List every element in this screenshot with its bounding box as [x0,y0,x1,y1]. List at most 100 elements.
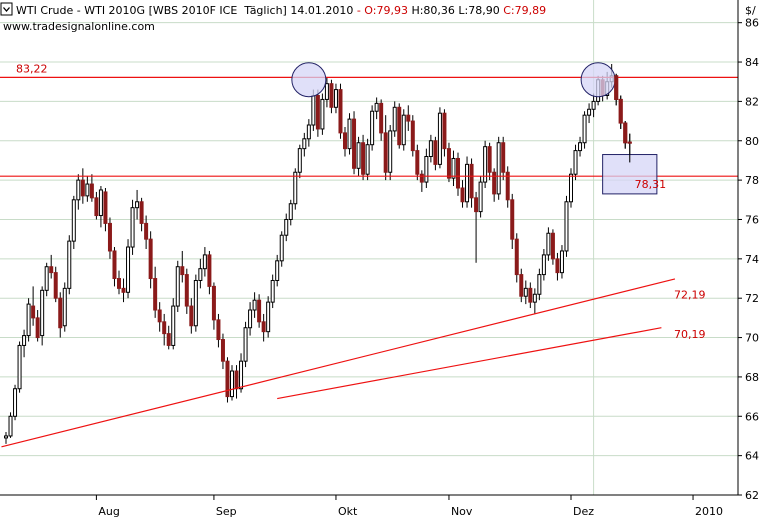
candle [442,109,447,157]
candle-body-up [71,199,76,242]
candle-body-up [270,279,275,303]
candle [166,325,171,350]
y-tick-label: 66 [745,410,759,423]
candle [419,170,424,192]
candle [230,365,234,401]
candle [189,298,194,334]
candle [220,333,225,370]
trendline [277,327,662,400]
candle [415,144,420,181]
x-tick-label: Okt [338,505,358,518]
x-tick-label: 2010 [695,505,723,518]
candle [171,298,176,350]
candle [379,99,384,141]
candle [4,432,8,444]
candle-body-up [311,94,316,126]
candle [356,136,361,177]
candle-body-down [397,106,402,146]
candle [239,353,244,393]
candle-body-down [550,232,555,260]
candle [383,115,388,181]
candle [162,313,167,346]
candle-body-down [139,201,144,224]
candle-body-up [67,240,72,289]
candle [53,266,58,303]
candle [338,83,343,139]
candle [76,174,81,210]
candle-body-up [546,232,551,256]
candle-body-overlay [618,98,623,124]
candle [107,217,112,259]
candle [202,247,207,277]
candle [8,412,13,438]
candle [144,215,149,249]
candle [270,274,275,309]
candle [446,142,451,183]
candle-body-up [578,142,583,152]
candle-body-down [103,191,108,224]
candle-body-up [356,142,361,169]
candle-body-down [338,89,343,134]
y-tick-label: 76 [745,213,759,226]
candle [98,186,103,228]
candle-body-up [496,142,501,195]
candle [103,187,108,232]
candle-body-up [98,189,103,217]
candle-body-up [333,89,338,108]
candle-body-down [180,266,185,276]
candle [564,195,569,257]
candle-body-up [324,83,329,100]
candle [257,294,262,328]
candle-body-overlay [614,75,619,100]
candle-body-up [370,110,375,146]
candle [528,282,533,309]
x-tick-label: Dez [573,505,594,518]
candle [207,250,212,295]
candle [519,268,524,303]
candle-body-down [442,112,447,150]
candle [306,119,311,147]
candle-body-up [8,415,13,437]
candle-body-down [419,173,424,183]
candle-body-up [44,266,49,291]
candle-body-down [474,197,479,213]
chevron-down-icon[interactable] [0,2,13,16]
candle [388,125,393,181]
candle [13,384,18,421]
candle [437,107,442,169]
candle-body-up [85,183,90,197]
candle-body-up [4,435,8,439]
candle-body-down [406,114,411,122]
candle-body-up [26,303,31,337]
candle-body-up [243,327,248,362]
x-tick-label: Aug [98,505,119,518]
candle-body-down [343,132,347,150]
candle [397,103,402,149]
candle [22,329,27,358]
candle [139,197,144,232]
candle-body-down [460,187,465,203]
candle-body-down [415,150,420,175]
candle-body-up [388,130,393,173]
candle-body-down [257,299,262,323]
candle [523,280,528,305]
candle-body-down [53,272,58,299]
candle-body-down [80,179,85,197]
watermark-site: www.tradesignalonline.com [3,20,155,33]
candle-body-down [112,250,117,280]
candle [198,258,203,289]
candle-body-up [126,246,131,293]
candle-body-up [573,150,578,175]
candles-layer [4,64,632,444]
candle [347,113,352,155]
candle [365,138,370,181]
candle-body-up [374,102,379,112]
candle-body-down [184,274,189,307]
candle-body-down [492,171,497,195]
candle-body-up [483,146,488,183]
candle [302,132,307,157]
candle-body-down [469,163,474,199]
candle-body-down [234,370,239,390]
